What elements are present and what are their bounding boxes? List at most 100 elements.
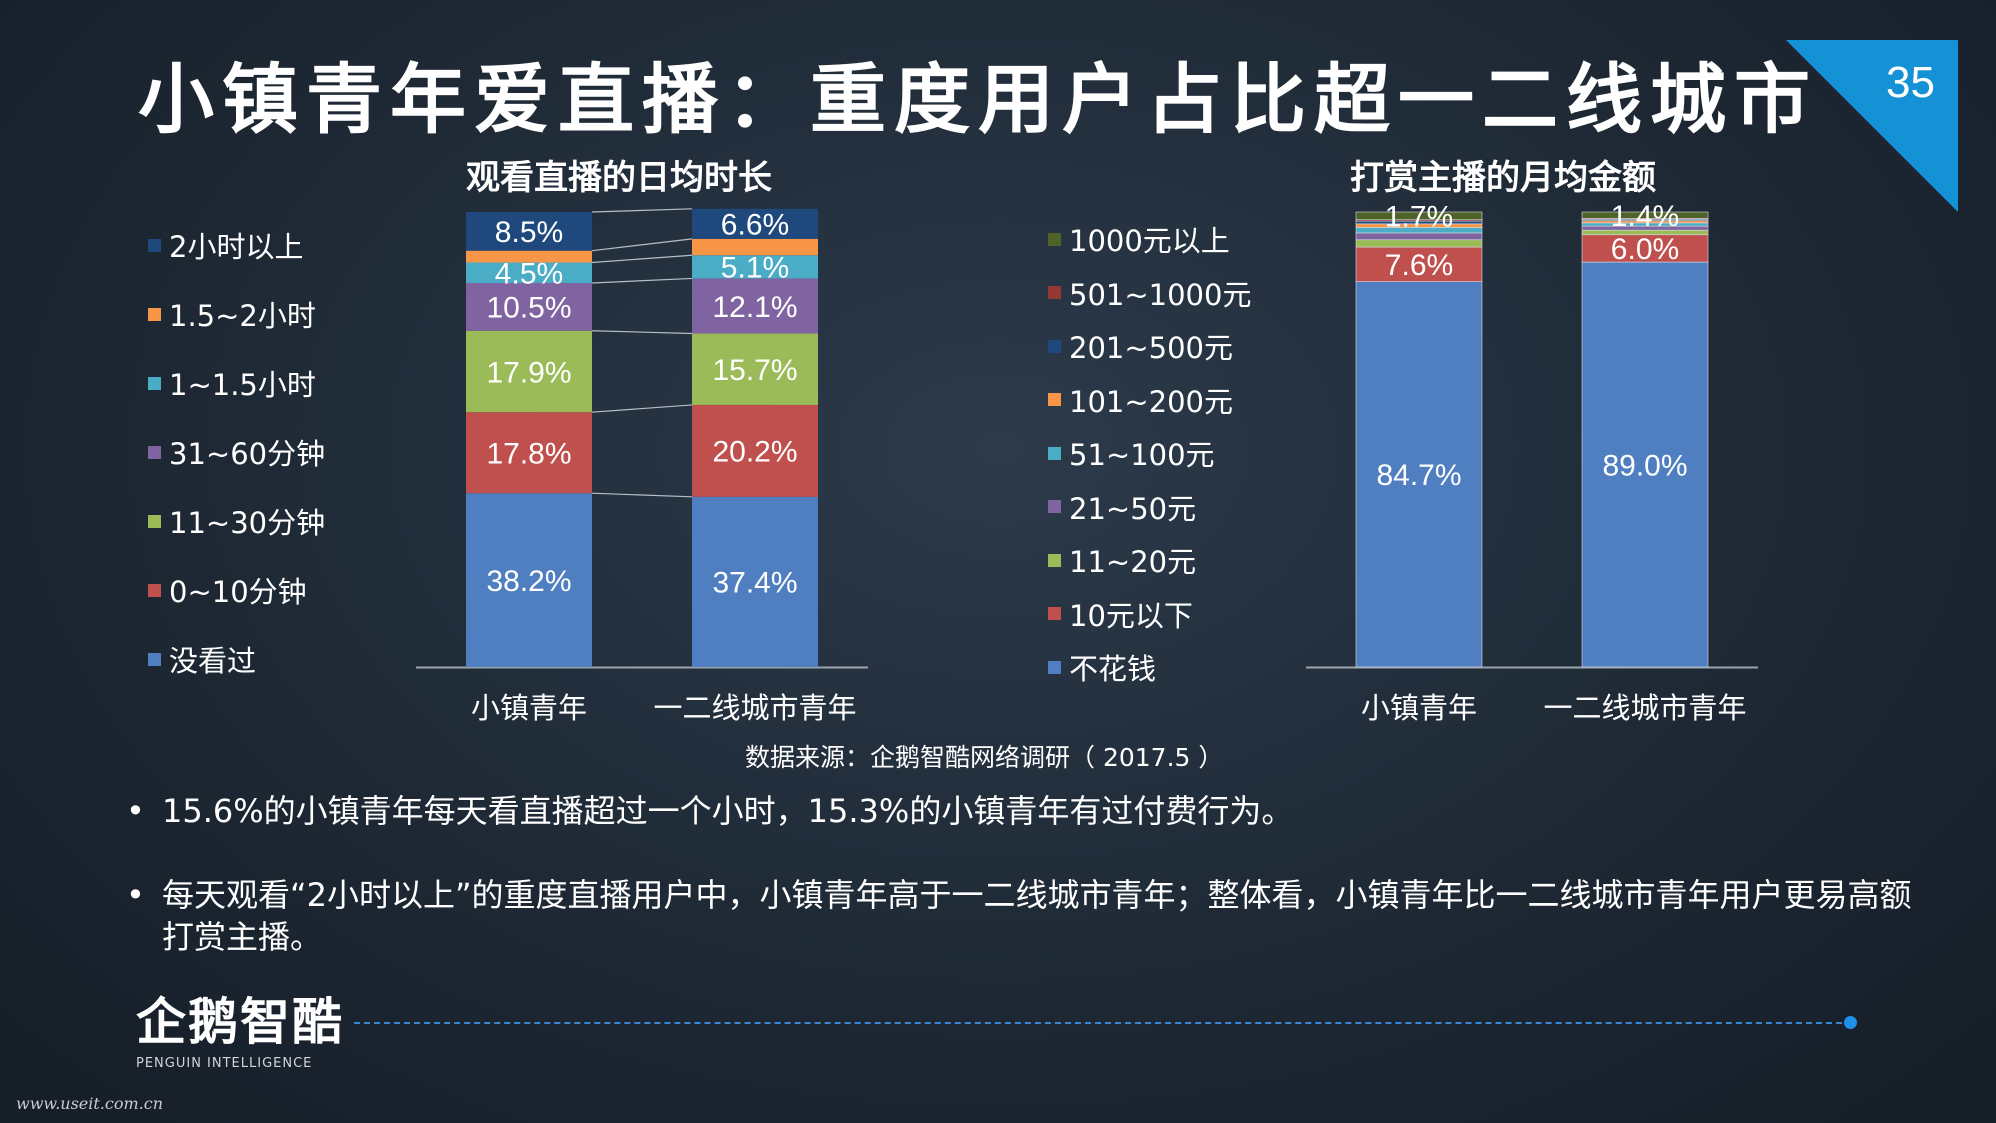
chart1-data-label: 10.5% [486, 292, 571, 325]
legend-swatch [148, 652, 161, 666]
bullet-dot-icon: • [126, 876, 145, 914]
legend-label: 10元以下 [1069, 598, 1193, 633]
chart1-data-label: 4.5% [495, 258, 563, 291]
legend-swatch [148, 238, 161, 252]
chart1-bar-segment [692, 255, 818, 279]
footer-line-endpoint [1844, 1016, 1857, 1029]
legend-label: 1.5~2小时 [169, 299, 316, 333]
chart1-category-label: 小镇青年 [471, 691, 587, 725]
legend-item: 101~200元 [1048, 379, 1233, 421]
chart2-title: 打赏主播的月均金额 [1350, 158, 1656, 198]
chart2-bar-segment [1355, 211, 1483, 221]
chart2-data-label: 84.7% [1376, 459, 1461, 492]
chart2-bar-segment [1355, 239, 1483, 248]
chart1-data-label: 17.8% [486, 437, 571, 470]
brand-logo: 企鹅智酷 PENGUIN INTELLIGENCE [136, 982, 344, 1071]
chart1-data-label: 5.1% [721, 252, 789, 285]
chart2-category-label: 一二线城市青年 [1543, 691, 1746, 725]
legend-label: 不花钱 [1069, 652, 1157, 686]
legend-item: 不花钱 [1048, 646, 1156, 688]
chart1-data-label: 15.7% [712, 354, 797, 387]
legend-swatch [148, 514, 161, 528]
corner-triangle [1786, 40, 1958, 212]
legend-item: 2小时以上 [148, 224, 303, 266]
legend-swatch [148, 376, 161, 390]
chart1-bar-segment [692, 208, 818, 239]
charts-canvas: 38.2% 17.8% 17.9% 10.5%4.5% 8.5% 小镇青年 37.4% 20.… [416, 200, 1758, 725]
chart2-bar-segment [1355, 281, 1483, 668]
chart1-bar-segment [692, 278, 818, 334]
legend-label: 1000元以上 [1069, 224, 1230, 258]
legend-item: 1000元以上 [1048, 218, 1230, 260]
watermark: www.useit.com.cn [16, 1094, 164, 1113]
legend-item: 51~100元 [1048, 432, 1215, 474]
data-source: 数据来源：企鹅智酷网络调研（ 2017.5 ） [745, 743, 1224, 772]
chart1-bar-segment [692, 238, 818, 256]
chart1-connector-line [591, 404, 693, 413]
legend-label: 101~200元 [1069, 384, 1234, 419]
chart1-data-label: 37.4% [712, 567, 797, 600]
legend-swatch [1048, 500, 1061, 513]
legend-swatch [1048, 660, 1061, 674]
chart2-data-label: 89.0% [1602, 449, 1687, 482]
bullet-list: • 15.6%的小镇青年每天看直播超过一个小时，15.3%的小镇青年有过付费行为… [120, 790, 1940, 1000]
legend-item: 10元以下 [1048, 593, 1193, 635]
legend-swatch [1048, 339, 1061, 353]
chart1-bar-segment [692, 404, 818, 497]
chart1-data-label: 6.6% [721, 209, 789, 242]
legend-item: 21~50元 [1048, 486, 1196, 528]
bullet-item: • 15.6%的小镇青年每天看直播超过一个小时，15.3%的小镇青年有过付费行为… [120, 790, 1940, 832]
chart1-data-label: 20.2% [712, 436, 797, 469]
chart1-bar-segment [466, 493, 592, 667]
chart2-bar-segment [1581, 211, 1709, 219]
chart2-bar-segment [1355, 232, 1483, 241]
chart1-bar-segment [466, 262, 592, 283]
chart1-data-label: 17.9% [486, 356, 571, 389]
page-title: 小镇青年爱直播：重度用户占比超一二线城市 [138, 55, 1818, 144]
legend-item: 1.5~2小时 [148, 293, 316, 335]
legend-label: 1~1.5小时 [169, 368, 316, 402]
legend-label: 31~60分钟 [169, 437, 326, 471]
chart2-category-label: 小镇青年 [1361, 691, 1477, 725]
chart1-connector-line [591, 492, 693, 498]
legend-label: 没看过 [169, 644, 257, 678]
legend-swatch [148, 583, 161, 597]
chart2-bar-segment [1355, 246, 1483, 282]
chart2-data-label: 1.4% [1611, 200, 1679, 233]
legend-swatch [1048, 232, 1061, 246]
bullet-dot-icon: • [126, 792, 145, 830]
legend-swatch [1048, 446, 1061, 460]
chart1-data-label: 8.5% [495, 216, 563, 249]
chart1-bar-segment [466, 212, 592, 251]
bullet-text: 每天观看“2小时以上”的重度直播用户中，小镇青年高于一二线城市青年；整体看，小镇… [162, 876, 1912, 956]
logo-subtitle: PENGUIN INTELLIGENCE [136, 1056, 313, 1071]
legend-swatch [1048, 607, 1061, 620]
legend-label: 0~10分钟 [169, 575, 307, 609]
chart1-bar-segment [466, 330, 592, 413]
chart1-connector-line [591, 238, 693, 252]
chart1-connector-line [591, 208, 693, 213]
chart2-bar-segment [1581, 261, 1709, 668]
chart1-title: 观看直播的日均时长 [466, 158, 772, 198]
bullet-text: 15.6%的小镇青年每天看直播超过一个小时，15.3%的小镇青年有过付费行为。 [162, 792, 1294, 830]
chart1-bar-segment [466, 282, 592, 331]
chart1-data-label: 12.1% [712, 291, 797, 324]
legend-swatch [148, 445, 161, 459]
chart1-bar-segment [692, 496, 818, 667]
page-number: 35 [1886, 58, 1935, 107]
chart1-data-label: 38.2% [486, 565, 571, 598]
legend-label: 2小时以上 [169, 230, 304, 264]
legend-swatch [1048, 286, 1061, 299]
legend-label: 51~100元 [1069, 438, 1215, 472]
legend-label: 11~30分钟 [169, 506, 326, 540]
legend-item: 11~20元 [1048, 539, 1196, 581]
legend-item: 11~30分钟 [148, 500, 325, 542]
chart2-bar-segment [1581, 234, 1709, 263]
legend-item: 没看过 [148, 638, 256, 680]
legend-item: 1~1.5小时 [148, 362, 316, 404]
chart2-data-label: 7.6% [1385, 249, 1453, 282]
footer-dotted-line [354, 1022, 1852, 1024]
legend-swatch [1048, 393, 1061, 406]
legend-item: 201~500元 [1048, 325, 1233, 367]
chart1-connector-line [591, 254, 693, 264]
